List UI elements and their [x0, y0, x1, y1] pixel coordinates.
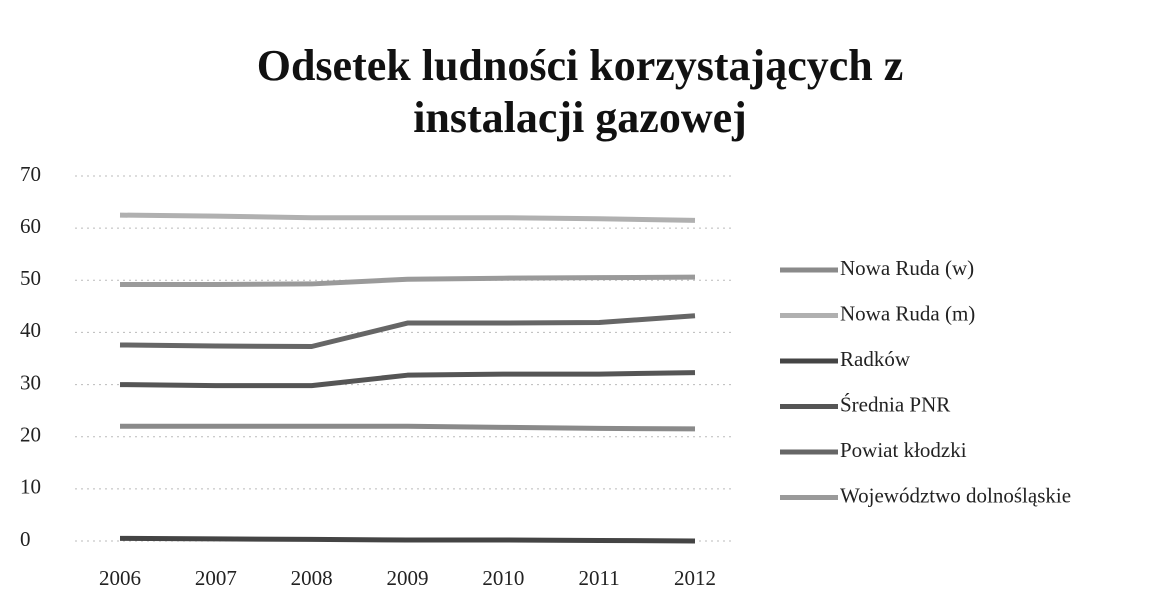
- chart-title: Odsetek ludności korzystających z instal…: [256, 41, 904, 142]
- x-tick-label: 2009: [387, 566, 429, 590]
- x-tick-label: 2008: [291, 566, 333, 590]
- x-tick-label: 2007: [195, 566, 237, 590]
- x-tick-label: 2006: [99, 566, 141, 590]
- y-tick-label: 60: [20, 214, 41, 238]
- x-tick-label: 2010: [482, 566, 524, 590]
- x-tick-label: 2011: [579, 566, 620, 590]
- y-tick-label: 30: [20, 370, 41, 394]
- series-line: [119, 313, 696, 350]
- legend-label: Średnia PNR: [840, 392, 950, 416]
- series-line: [120, 274, 696, 287]
- series-line: [119, 212, 696, 223]
- y-tick-label: 70: [20, 162, 41, 186]
- legend-label: Nowa Ruda (m): [840, 301, 975, 325]
- x-tick-label: 2012: [674, 566, 716, 590]
- legend-label: Nowa Ruda (w): [840, 256, 974, 280]
- series-line: [119, 370, 696, 389]
- legend-label: Województwo dolnośląskie: [840, 483, 1071, 507]
- y-tick-label: 20: [20, 423, 41, 447]
- y-tick-label: 10: [20, 475, 41, 499]
- series-line: [119, 535, 696, 544]
- series-line: [120, 423, 696, 432]
- y-tick-label: 0: [20, 527, 31, 551]
- legend-label: Powiat kłodzki: [840, 438, 967, 462]
- y-tick-label: 50: [20, 266, 41, 290]
- legend-label: Radków: [840, 347, 911, 371]
- y-tick-label: 40: [20, 318, 41, 342]
